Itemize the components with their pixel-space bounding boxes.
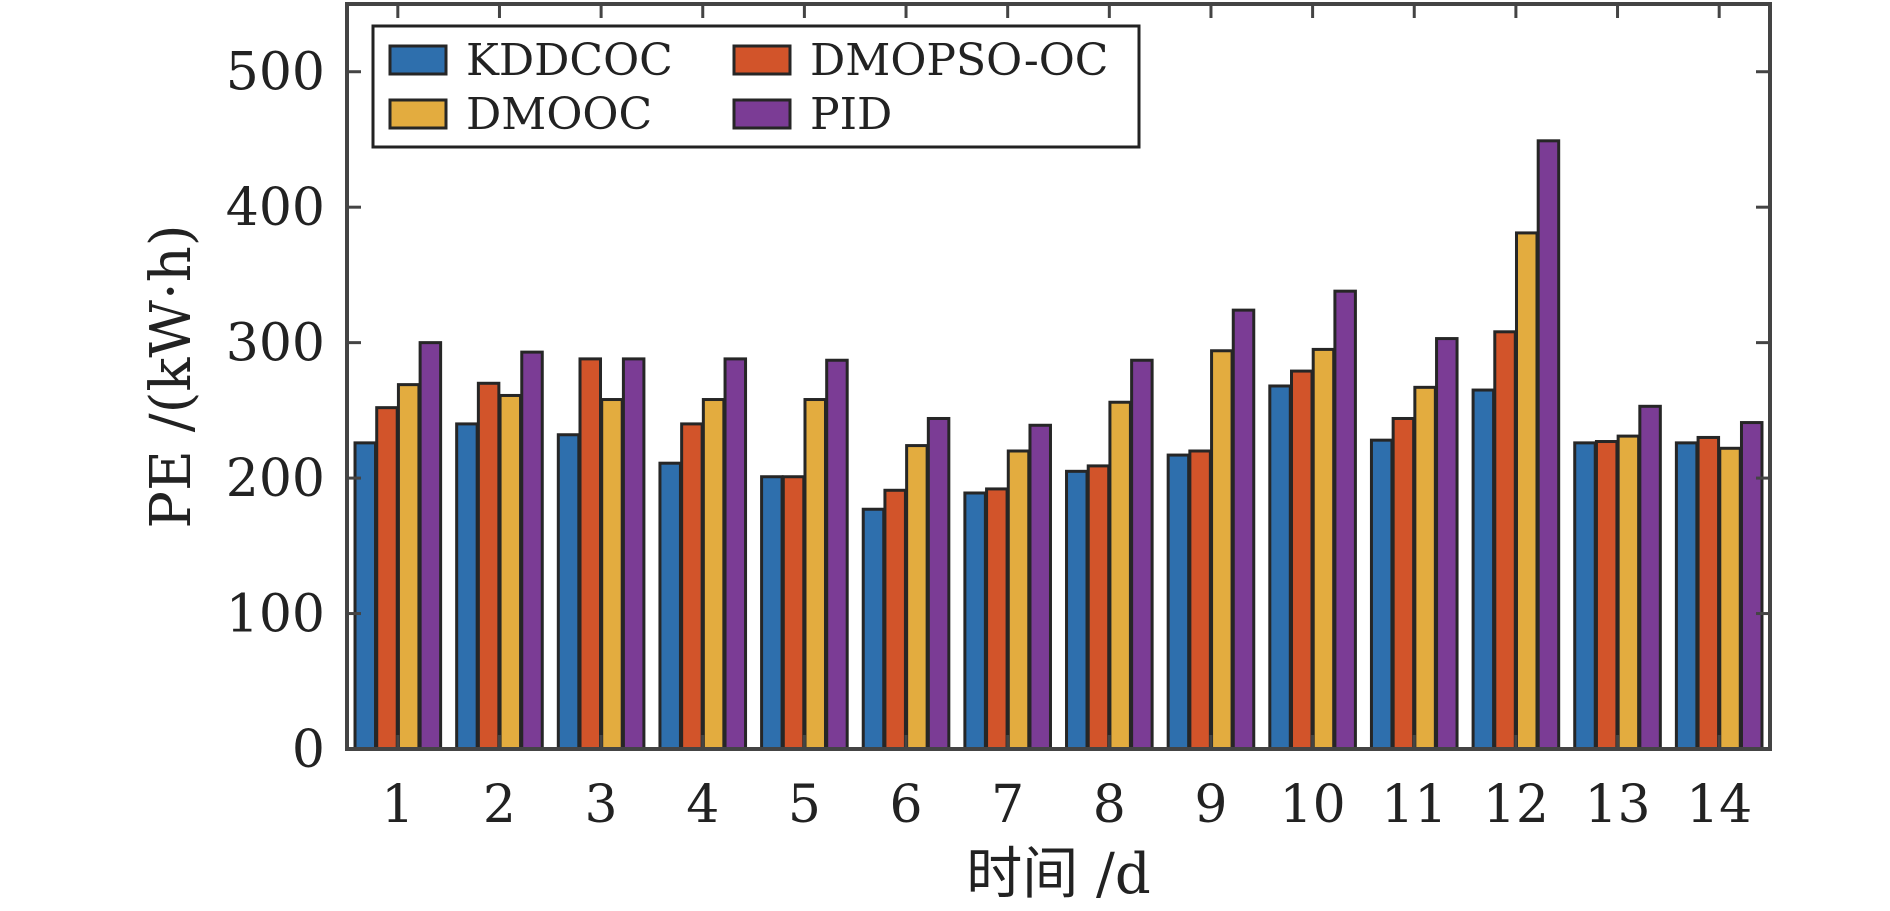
- bar-pid-7: [1028, 423, 1052, 751]
- bar-pid-9: [1231, 308, 1256, 751]
- bar-kddcoc-10: [1268, 384, 1292, 751]
- y-tick-label: 300: [226, 314, 325, 374]
- bar-dmooc-5: [803, 398, 827, 751]
- y-tick-labels: 0 100 200 300 400 500: [226, 43, 325, 780]
- bar-pid-13: [1638, 404, 1662, 751]
- axis-ticks: [347, 4, 1770, 751]
- x-tick-label: 5: [788, 775, 821, 835]
- bar-dmooc-7: [1006, 449, 1031, 751]
- x-tick-label: 11: [1381, 775, 1447, 835]
- bar-pid-6: [926, 416, 951, 751]
- bar-pid-3: [621, 357, 646, 751]
- bars-layer: [353, 139, 1764, 751]
- bar-dmooc-8: [1108, 400, 1132, 751]
- x-tick-label: 2: [483, 775, 516, 835]
- bar-pid-2: [520, 350, 544, 751]
- bar-kddcoc-14: [1674, 441, 1699, 751]
- legend-label-dmooc: DMOOC: [466, 89, 652, 140]
- x-tick-label: 12: [1483, 775, 1549, 835]
- y-tick-label: 400: [226, 178, 325, 238]
- bar-dmooc-3: [600, 398, 624, 751]
- y-tick-label: 100: [226, 585, 325, 645]
- bar-dmopso-oc-7: [985, 487, 1009, 751]
- bar-dmooc-1: [396, 383, 421, 751]
- x-axis-label: 时间 /d: [966, 842, 1151, 907]
- legend-swatch-dmopso-oc: [732, 44, 792, 76]
- bar-dmopso-oc-11: [1391, 416, 1416, 751]
- bar-kddcoc-13: [1573, 441, 1597, 751]
- bar-pid-11: [1435, 337, 1459, 751]
- bar-kddcoc-8: [1065, 469, 1089, 751]
- legend-swatch-kddcoc: [388, 44, 448, 76]
- bar-pid-10: [1333, 289, 1357, 751]
- bar-dmopso-oc-9: [1188, 449, 1212, 751]
- y-axis-label: PE /(kW·h): [139, 224, 204, 528]
- x-tick-label: 3: [585, 775, 618, 835]
- x-tick-label: 14: [1686, 775, 1752, 835]
- y-tick-label: 500: [226, 43, 325, 103]
- bar-dmopso-oc-4: [680, 422, 704, 751]
- bar-kddcoc-12: [1471, 388, 1496, 751]
- bar-kddcoc-3: [556, 433, 581, 751]
- bar-dmopso-oc-14: [1696, 435, 1721, 751]
- bar-dmooc-4: [701, 398, 726, 751]
- x-tick-label: 4: [686, 775, 719, 835]
- bar-kddcoc-4: [658, 461, 682, 751]
- x-tick-label: 10: [1280, 775, 1346, 835]
- bar-kddcoc-1: [353, 441, 378, 751]
- x-tick-label: 7: [991, 775, 1024, 835]
- bar-dmooc-13: [1616, 434, 1641, 751]
- x-tick-label: 6: [889, 775, 922, 835]
- bar-kddcoc-9: [1166, 453, 1191, 751]
- bar-dmopso-oc-3: [578, 357, 603, 751]
- bar-kddcoc-5: [760, 475, 784, 751]
- plot-frame: [345, 2, 1772, 751]
- bar-dmooc-9: [1210, 349, 1234, 751]
- x-tick-label: 13: [1584, 775, 1650, 835]
- bar-dmooc-10: [1311, 347, 1336, 751]
- bar-dmopso-oc-6: [883, 488, 907, 751]
- legend-label-kddcoc: KDDCOC: [466, 35, 673, 86]
- bar-pid-5: [825, 358, 849, 751]
- legend-label-dmopso-oc: DMOPSO-OC: [810, 35, 1108, 86]
- bar-dmopso-oc-10: [1290, 369, 1314, 751]
- bar-pid-8: [1130, 358, 1154, 751]
- bar-pid-14: [1739, 421, 1764, 751]
- legend-swatch-dmooc: [388, 98, 448, 130]
- bar-dmopso-oc-1: [375, 406, 399, 751]
- bar-dmooc-12: [1514, 231, 1539, 751]
- bar-pid-1: [418, 341, 443, 751]
- bar-kddcoc-2: [455, 422, 479, 751]
- legend: KDDCOC DMOPSO-OC DMOOC PID: [371, 24, 1141, 149]
- bar-dmopso-oc-5: [781, 475, 806, 751]
- x-tick-label: 9: [1194, 775, 1227, 835]
- bar-kddcoc-7: [963, 491, 987, 751]
- x-tick-labels: 1 2 3 4 5 6 7 8 9 10 11 12 13 14: [381, 775, 1752, 835]
- legend-swatch-pid: [732, 98, 792, 130]
- bar-dmopso-oc-13: [1594, 440, 1619, 751]
- y-tick-label: 200: [226, 449, 325, 509]
- legend-label-pid: PID: [810, 89, 892, 140]
- bar-dmooc-11: [1413, 385, 1437, 751]
- x-tick-label: 1: [381, 775, 414, 835]
- bar-pid-12: [1536, 139, 1561, 751]
- bar-kddcoc-11: [1369, 438, 1394, 751]
- bar-dmooc-6: [905, 444, 929, 751]
- bar-dmooc-2: [498, 393, 523, 751]
- y-tick-label: 0: [292, 720, 325, 780]
- bar-dmopso-oc-2: [476, 381, 501, 751]
- bar-dmopso-oc-12: [1493, 330, 1517, 751]
- bar-kddcoc-6: [861, 507, 886, 751]
- bar-dmooc-14: [1718, 446, 1742, 751]
- bar-dmopso-oc-8: [1086, 464, 1111, 751]
- bar-pid-4: [723, 357, 748, 751]
- x-tick-label: 8: [1093, 775, 1126, 835]
